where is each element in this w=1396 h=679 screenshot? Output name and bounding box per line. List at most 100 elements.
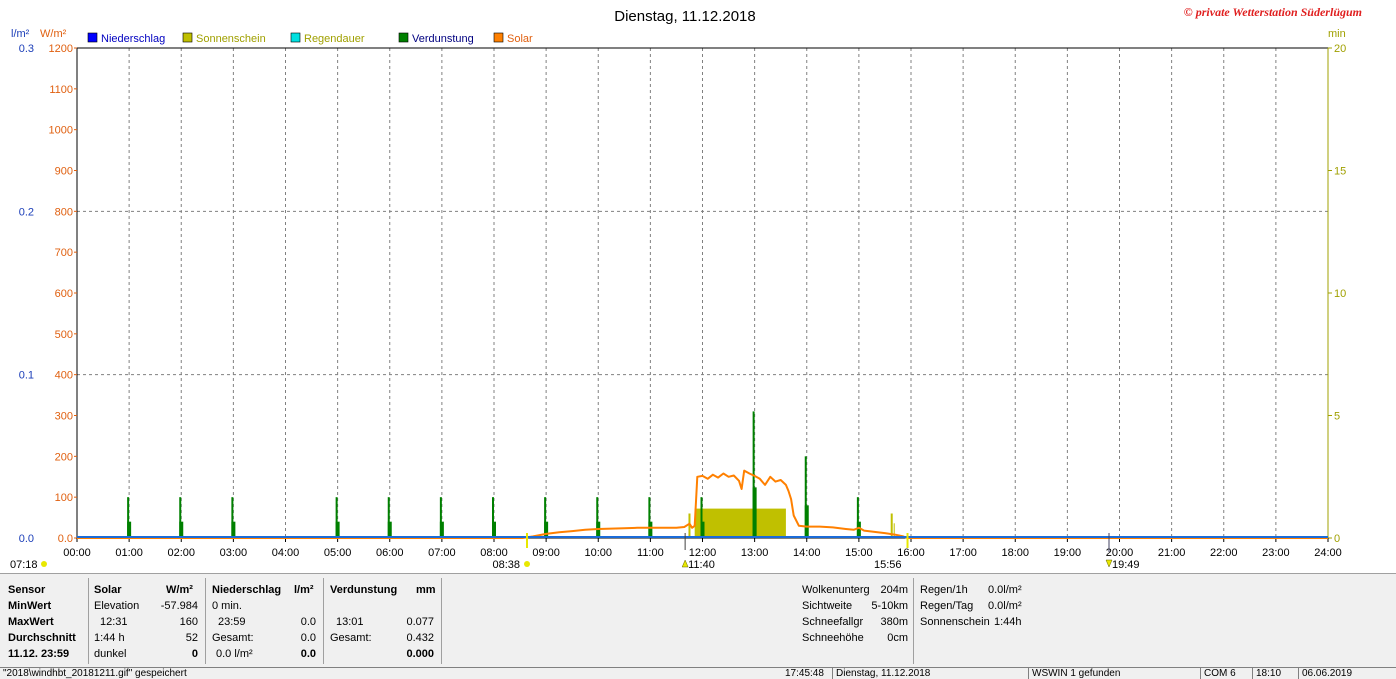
evaporation-bar — [439, 497, 442, 538]
status-file-saved: "2018\windhbt_20181211.gif" gespeichert — [3, 668, 187, 679]
rain-total-value: 0.0 — [300, 632, 316, 644]
evaporation-bar — [700, 521, 705, 538]
solar-tick-label: 700 — [55, 247, 73, 259]
solar-unit: W/m² — [166, 584, 193, 596]
evaporation-max-time: 13:01 — [336, 616, 364, 628]
x-tick-label: 19:00 — [1054, 547, 1082, 559]
evaporation-bar — [700, 497, 703, 538]
sunshine-bar — [688, 513, 691, 538]
evaporation-bar — [387, 497, 390, 538]
evaporation-bar — [127, 521, 132, 538]
x-tick-label: 08:00 — [480, 547, 508, 559]
evaporation-bar — [804, 505, 809, 538]
statistics-panel: Sensor MinWert MaxWert Durchschnitt 11.1… — [0, 573, 1396, 668]
legend-label: Sonnenschein — [196, 33, 266, 45]
legend-label: Regendauer — [304, 33, 365, 45]
rain-header: Niederschlag — [212, 584, 282, 596]
evaporation-bar — [231, 497, 234, 538]
solar-tick-label: 800 — [55, 206, 73, 218]
minutes-tick-label: 10 — [1334, 288, 1346, 300]
solar-avg-value: 52 — [185, 632, 198, 644]
x-tick-label: 02:00 — [167, 547, 195, 559]
solar-tick-label: 1100 — [49, 84, 73, 96]
rain-tick-label: 0.1 — [19, 370, 34, 382]
solar-dark-value: 0 — [191, 648, 198, 660]
rain-unit: l/m² — [294, 584, 314, 596]
status-today: 06.06.2019 — [1298, 668, 1396, 679]
weather-chart: Dienstag, 11.12.2018 © private Wettersta… — [10, 5, 1362, 571]
legend-label: Verdunstung — [412, 33, 474, 45]
evaporation-avg-value: 0.000 — [406, 648, 434, 660]
min-label: MinWert — [8, 600, 52, 612]
solar-tick-label: 300 — [55, 411, 73, 423]
evaporation-max-value: 0.077 — [406, 616, 434, 628]
rain-max-time: 23:59 — [218, 616, 246, 628]
date-label: 11.12. 23:59 — [8, 648, 70, 660]
rain-tick-label: 0.2 — [19, 206, 34, 218]
evaporation-bar — [387, 521, 392, 538]
x-tick-label: 00:00 — [63, 547, 91, 559]
minutes-tick-label: 5 — [1334, 411, 1340, 423]
x-tick-label: 21:00 — [1158, 547, 1186, 559]
cloud-base-value: 204m — [880, 584, 908, 596]
solar-dark-label: dunkel — [94, 648, 127, 660]
snowline-label: Schneefallgr — [802, 616, 864, 628]
minutes-axis-unit: min — [1328, 28, 1346, 40]
moon-label: 19:49 — [1112, 559, 1140, 571]
x-tick-label: 13:00 — [741, 547, 769, 559]
x-tick-label: 14:00 — [793, 547, 821, 559]
minutes-tick-label: 15 — [1334, 166, 1346, 178]
evaporation-bar — [544, 521, 549, 538]
avg-label: Durchschnitt — [8, 632, 76, 644]
evaporation-bar — [804, 456, 807, 538]
panel-separator — [913, 578, 914, 664]
evaporation-bar — [335, 497, 338, 538]
panel-separator — [441, 578, 442, 664]
chart-axes: 0.01002003004005006007008009001000110012… — [19, 43, 1347, 559]
panel-separator — [323, 578, 324, 664]
rain-axis-unit: l/m² — [11, 28, 30, 40]
rain-total-label: Gesamt: — [212, 632, 254, 644]
day-start-label: 07:18 — [10, 559, 38, 571]
x-tick-label: 01:00 — [115, 547, 143, 559]
x-tick-label: 15:00 — [845, 547, 873, 559]
rain-amount-value: 0.0 — [300, 648, 316, 660]
sunrise-label: 08:38 — [492, 559, 520, 571]
status-bar: "2018\windhbt_20181211.gif" gespeichert … — [0, 667, 1396, 679]
evaporation-bar — [231, 521, 236, 538]
solar-header: Solar — [94, 584, 122, 596]
x-tick-label: 05:00 — [324, 547, 352, 559]
legend-swatch — [398, 32, 409, 43]
x-tick-label: 04:00 — [272, 547, 300, 559]
chart-series — [77, 411, 1328, 539]
solar-tick-label: 100 — [55, 492, 73, 504]
x-tick-label: 16:00 — [897, 547, 925, 559]
x-tick-label: 09:00 — [532, 547, 560, 559]
chart-grid — [77, 48, 1328, 538]
snowline-value: 380m — [880, 616, 908, 628]
solar-tick-label: 500 — [55, 329, 73, 341]
x-tick-label: 17:00 — [949, 547, 977, 559]
cloud-base-label: Wolkenunterg — [802, 584, 870, 596]
legend-label: Niederschlag — [101, 33, 165, 45]
rain-hour-label: Regen/1h — [920, 584, 968, 596]
status-date: Dienstag, 11.12.2018 — [832, 668, 1026, 679]
solar-tick-label: 1000 — [49, 125, 73, 137]
snow-height-value: 0cm — [887, 632, 908, 644]
solar-avg-time: 1:44 h — [94, 632, 125, 644]
snow-height-label: Schneehöhe — [802, 632, 864, 644]
chart-title: Dienstag, 11.12.2018 — [614, 8, 756, 25]
sunset-label: 15:56 — [874, 559, 902, 571]
day-start-sun-icon — [41, 561, 47, 567]
rain-amount-label: 0.0 l/m² — [216, 648, 253, 660]
visibility-label: Sichtweite — [802, 600, 853, 612]
solar-elevation-label: Elevation — [94, 600, 140, 612]
status-time: 17:45:48 — [785, 668, 824, 679]
evaporation-bar — [544, 497, 547, 538]
x-tick-label: 18:00 — [1001, 547, 1029, 559]
panel-separator — [205, 578, 206, 664]
evaporation-total-label: Gesamt: — [330, 632, 372, 644]
x-tick-label: 12:00 — [689, 547, 717, 559]
evaporation-bar — [127, 497, 130, 538]
visibility-value: 5-10km — [871, 600, 908, 612]
